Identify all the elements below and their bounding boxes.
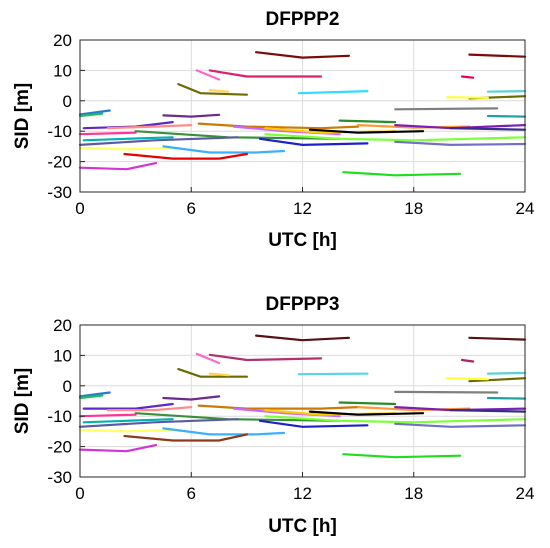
chart2-series-28 — [264, 415, 527, 424]
chart2-series-36 — [123, 433, 248, 442]
chart2-series-17 — [106, 406, 193, 412]
chart1-series-5 — [460, 75, 475, 79]
chart2-series-5 — [460, 358, 475, 363]
chart2-series-23 — [449, 409, 527, 413]
chart1-series-11 — [486, 90, 527, 93]
chart1-y-tick-label: 0 — [63, 92, 72, 111]
chart2-series-9 — [468, 377, 527, 383]
chart1-series-3 — [208, 69, 323, 78]
chart2-series-26 — [82, 418, 174, 424]
chart1-y-tick-label: 20 — [53, 31, 72, 50]
chart2-y-tick-label: -10 — [47, 407, 72, 426]
chart2-series-10 — [446, 377, 489, 381]
chart1-series-6 — [177, 83, 248, 96]
chart1-series-17 — [106, 124, 193, 130]
chart1-y-axis-label: SID [m] — [12, 83, 33, 150]
chart1-x-tick-label: 0 — [75, 199, 84, 218]
chart2-series-16 — [82, 402, 174, 410]
chart1-y-tick-label: -20 — [47, 153, 72, 172]
chart1-series-36 — [123, 152, 248, 160]
chart1-series-2 — [468, 53, 527, 58]
chart2-series-20 — [338, 401, 397, 406]
chart1-series-21 — [357, 124, 471, 129]
chart2-series-34 — [78, 428, 174, 433]
chart1-y-tick-label: -10 — [47, 122, 72, 141]
chart2-series-8 — [297, 372, 369, 376]
chart2-series-18 — [197, 404, 360, 410]
chart2-y-axis-label: SID [m] — [12, 368, 33, 435]
chart2-series-7 — [208, 372, 230, 377]
chart1-series-34 — [78, 146, 174, 151]
chart2-series-38 — [342, 453, 462, 459]
chart2-y-tick-label: 0 — [63, 377, 72, 396]
chart1-x-tick-label: 6 — [187, 199, 196, 218]
chart1-series-35 — [162, 145, 286, 154]
chart1-series-31 — [258, 137, 369, 147]
chart2-series-2 — [468, 336, 527, 341]
chart2-series-3 — [208, 353, 323, 362]
chart1-series-26 — [82, 136, 174, 142]
chart2-series-35 — [162, 427, 286, 436]
chart1-series-12 — [394, 107, 499, 111]
chart1-series-14 — [78, 112, 104, 118]
chart1-series-15 — [162, 113, 221, 118]
chart1-y-tick-label: 10 — [53, 61, 72, 80]
chart1-series-18 — [197, 122, 360, 130]
chart1-series-10 — [446, 96, 489, 99]
chart1-series-37 — [78, 162, 158, 171]
chart2-y-tick-label: -30 — [47, 468, 72, 487]
chart1-series-23 — [449, 127, 527, 131]
chart2-series-13 — [78, 391, 111, 398]
chart1-y-tick-label: -30 — [47, 183, 72, 202]
chart2-series-14 — [78, 394, 104, 400]
chart1-series-30 — [308, 128, 425, 134]
chart2-x-tick-label: 6 — [187, 484, 196, 503]
chart1-series-38 — [342, 171, 462, 177]
chart2-x-tick-label: 0 — [75, 484, 84, 503]
chart2-series-12 — [394, 390, 499, 394]
chart2-series-32 — [394, 422, 527, 428]
chart1-x-tick-label: 18 — [404, 199, 423, 218]
chart2-y-tick-label: 20 — [53, 316, 72, 335]
chart1-series-4 — [195, 69, 221, 81]
chart1-title: DFPPP2 — [266, 9, 340, 30]
chart2-series-31 — [258, 419, 369, 428]
chart-panel-top: 0 6 12 18 24 -30 -20 -10 0 10 20 DFPPP2 UTC [h] SID [… — [12, 9, 534, 251]
chart2-series-33 — [78, 418, 239, 428]
chart1-series-1 — [255, 51, 350, 59]
chart2-title: DFPPP3 — [266, 294, 340, 315]
chart2-series-24 — [486, 396, 527, 400]
chart1-series-32 — [394, 140, 527, 147]
chart2-x-tick-label: 18 — [404, 484, 423, 503]
chart2-x-axis-label: UTC [h] — [268, 516, 337, 537]
chart2-series-6 — [177, 368, 248, 378]
chart2-series-4 — [195, 352, 221, 365]
chart2-series-11 — [486, 371, 527, 375]
chart2-series-1 — [255, 334, 350, 342]
chart1-series-25 — [78, 131, 137, 136]
chart2-x-tick-label: 24 — [516, 484, 535, 503]
chart1-series-7 — [208, 89, 230, 93]
chart1-series-20 — [338, 119, 397, 124]
chart2-y-tick-label: 10 — [53, 346, 72, 365]
chart2-series-30 — [308, 410, 425, 416]
chart1-x-tick-label: 24 — [516, 199, 535, 218]
chart2-series-25 — [78, 413, 137, 418]
chart1-series-33 — [78, 136, 239, 146]
chart1-series-24 — [486, 114, 527, 118]
chart2-y-tick-label: -20 — [47, 438, 72, 457]
chart1-series-8 — [297, 90, 369, 95]
chart2-series-37 — [78, 444, 158, 453]
chart1-series-28 — [264, 133, 527, 142]
chart-panel-bottom: 0 6 12 18 24 -30 -20 -10 0 10 20 DFPPP3 UTC [h] SID [… — [12, 294, 534, 537]
chart1-series-13 — [78, 109, 111, 116]
chart2-x-tick-label: 12 — [293, 484, 312, 503]
chart1-x-axis-label: UTC [h] — [268, 230, 337, 251]
chart1-x-tick-label: 12 — [293, 199, 312, 218]
chart2-series-15 — [162, 395, 221, 401]
